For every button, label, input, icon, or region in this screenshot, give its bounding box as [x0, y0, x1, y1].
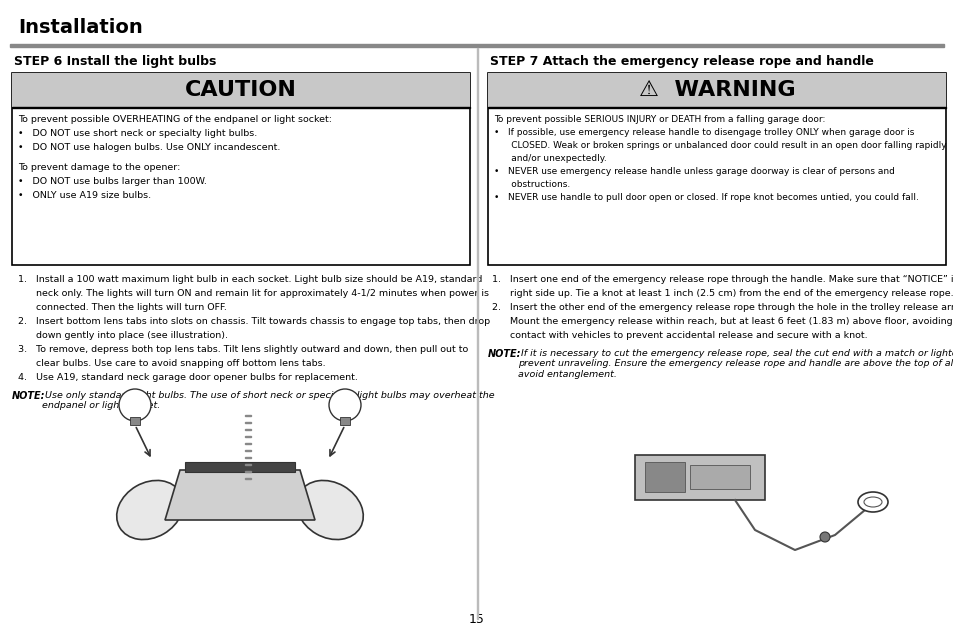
Text: and/or unexpectedly.: and/or unexpectedly.	[494, 154, 606, 163]
Bar	[635, 455, 764, 500]
Text: NOTE:: NOTE:	[488, 349, 521, 359]
Bar	[10, 44, 943, 47]
Bar	[12, 73, 470, 107]
Circle shape	[119, 389, 151, 421]
Text: Use only standard light bulbs. The use of short neck or speciality light bulbs m: Use only standard light bulbs. The use o…	[42, 391, 494, 410]
Text: 3.   To remove, depress both top lens tabs. Tilt lens slightly outward and down,: 3. To remove, depress both top lens tabs…	[18, 345, 468, 354]
Bar	[130, 417, 140, 425]
Text: •   DO NOT use short neck or specialty light bulbs.: • DO NOT use short neck or specialty lig…	[18, 129, 257, 138]
Bar	[689, 465, 749, 489]
Text: Installation: Installation	[18, 18, 143, 37]
Ellipse shape	[296, 480, 363, 539]
Text: CLOSED. Weak or broken springs or unbalanced door could result in an open door f: CLOSED. Weak or broken springs or unbala…	[494, 141, 945, 150]
Text: Mount the emergency release within reach, but at least 6 feet (1.83 m) above flo: Mount the emergency release within reach…	[492, 317, 952, 326]
Text: obstructions.: obstructions.	[494, 180, 570, 189]
Text: 1.   Insert one end of the emergency release rope through the handle. Make sure : 1. Insert one end of the emergency relea…	[492, 275, 953, 284]
Text: connected. Then the lights will turn OFF.: connected. Then the lights will turn OFF…	[18, 303, 227, 312]
Text: CAUTION: CAUTION	[185, 80, 296, 100]
Text: •   ONLY use A19 size bulbs.: • ONLY use A19 size bulbs.	[18, 191, 151, 200]
Bar	[12, 73, 470, 265]
Text: •   NEVER use handle to pull door open or closed. If rope knot becomes untied, y: • NEVER use handle to pull door open or …	[494, 193, 918, 202]
Text: If it is necessary to cut the emergency release rope, seal the cut end with a ma: If it is necessary to cut the emergency …	[517, 349, 953, 379]
Ellipse shape	[857, 492, 887, 512]
Text: right side up. Tie a knot at least 1 inch (2.5 cm) from the end of the emergency: right side up. Tie a knot at least 1 inc…	[492, 289, 953, 298]
Bar	[245, 422, 251, 423]
Bar	[245, 429, 251, 430]
Bar	[339, 417, 350, 425]
Bar	[488, 107, 945, 108]
Text: contact with vehicles to prevent accidental release and secure with a knot.: contact with vehicles to prevent acciden…	[492, 331, 866, 340]
Bar	[488, 73, 945, 107]
Text: down gently into place (see illustration).: down gently into place (see illustration…	[18, 331, 228, 340]
Text: •   DO NOT use halogen bulbs. Use ONLY incandescent.: • DO NOT use halogen bulbs. Use ONLY inc…	[18, 143, 280, 152]
Text: •   If possible, use emergency release handle to disengage trolley ONLY when gar: • If possible, use emergency release han…	[494, 128, 913, 137]
Text: •   NEVER use emergency release handle unless garage doorway is clear of persons: • NEVER use emergency release handle unl…	[494, 167, 894, 176]
Bar	[245, 471, 251, 472]
Bar	[245, 443, 251, 444]
Circle shape	[329, 389, 360, 421]
Ellipse shape	[116, 480, 183, 539]
Text: NOTE:: NOTE:	[12, 391, 46, 401]
Text: To prevent damage to the opener:: To prevent damage to the opener:	[18, 163, 180, 172]
Text: ⚠  WARNING: ⚠ WARNING	[638, 80, 795, 100]
Bar	[245, 450, 251, 451]
Text: •   DO NOT use bulbs larger than 100W.: • DO NOT use bulbs larger than 100W.	[18, 177, 207, 186]
Text: STEP 7 Attach the emergency release rope and handle: STEP 7 Attach the emergency release rope…	[490, 55, 873, 68]
Text: To prevent possible OVERHEATING of the endpanel or light socket:: To prevent possible OVERHEATING of the e…	[18, 115, 332, 124]
Text: To prevent possible SERIOUS INJURY or DEATH from a falling garage door:: To prevent possible SERIOUS INJURY or DE…	[494, 115, 824, 124]
Text: neck only. The lights will turn ON and remain lit for approximately 4-1/2 minute: neck only. The lights will turn ON and r…	[18, 289, 489, 298]
Text: 1.   Install a 100 watt maximum light bulb in each socket. Light bulb size shoul: 1. Install a 100 watt maximum light bulb…	[18, 275, 482, 284]
Bar	[12, 107, 470, 108]
Text: 4.   Use A19, standard neck garage door opener bulbs for replacement.: 4. Use A19, standard neck garage door op…	[18, 373, 357, 382]
Bar	[245, 415, 251, 416]
Bar	[644, 462, 684, 492]
Text: 2.   Insert the other end of the emergency release rope through the hole in the : 2. Insert the other end of the emergency…	[492, 303, 953, 312]
Text: 15: 15	[469, 613, 484, 626]
Ellipse shape	[863, 497, 882, 507]
Bar	[185, 462, 294, 472]
Bar	[245, 436, 251, 437]
Text: clear bulbs. Use care to avoid snapping off bottom lens tabs.: clear bulbs. Use care to avoid snapping …	[18, 359, 325, 368]
Text: 2.   Insert bottom lens tabs into slots on chassis. Tilt towards chassis to enga: 2. Insert bottom lens tabs into slots on…	[18, 317, 490, 326]
Text: STEP 6 Install the light bulbs: STEP 6 Install the light bulbs	[14, 55, 216, 68]
Bar	[476, 48, 477, 619]
Bar	[245, 478, 251, 479]
Circle shape	[820, 532, 829, 542]
Bar	[488, 73, 945, 265]
Bar	[245, 457, 251, 458]
Bar	[245, 464, 251, 465]
Polygon shape	[165, 470, 314, 520]
